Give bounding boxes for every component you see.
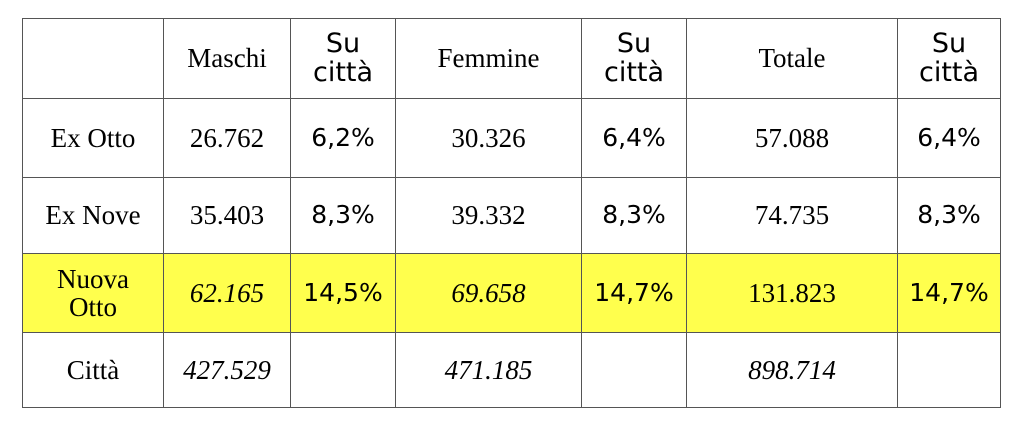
header-row: Maschi Su città Femmine Su città Totale Su ci… <box>22 18 1001 99</box>
data-cell: 6,4% <box>897 98 1001 178</box>
data-cell <box>897 332 1001 408</box>
data-row: Ex Nove 35.403 8,3% 39.332 8,3% 74.735 8,3% <box>22 177 1001 254</box>
data-cell-text: 39.332 <box>451 200 526 231</box>
data-cell: 898.714 <box>686 332 898 408</box>
data-cell-text: 30.326 <box>451 122 526 153</box>
data-cell: 14,7% <box>581 253 687 333</box>
header-cell-text: Su città <box>312 28 374 88</box>
data-row: Nuova Otto 62.165 14,5% 69.658 14,7% 131.823 1… <box>22 253 1001 333</box>
data-cell: 131.823 <box>686 253 898 333</box>
data-cell: 30.326 <box>395 98 582 178</box>
header-cell-text: Totale <box>758 43 826 74</box>
data-cell: 74.735 <box>686 177 898 254</box>
data-cell-text: 898.714 <box>748 354 836 385</box>
data-cell: 62.165 <box>163 253 291 333</box>
data-cell <box>581 332 687 408</box>
data-row: Città 427.529 471.185 898.714 <box>22 332 1001 408</box>
data-table: Maschi Su città Femmine Su città Totale Su ci… <box>22 18 1001 408</box>
data-cell: 39.332 <box>395 177 582 254</box>
header-cell-text: Su città <box>603 28 665 88</box>
data-cell: 8,3% <box>897 177 1001 254</box>
data-cell-text: 6,2% <box>311 122 375 152</box>
data-cell-text: 26.762 <box>189 122 265 153</box>
row-label-text: Nuova Otto <box>57 263 129 322</box>
header-cell-text: Maschi <box>187 43 267 74</box>
data-cell-text: 35.403 <box>189 200 265 231</box>
data-cell: 8,3% <box>290 177 396 254</box>
data-cell-text: 74.735 <box>754 200 830 231</box>
row-label-text: Città <box>66 354 120 385</box>
row-label: Nuova Otto <box>22 253 164 333</box>
row-label-text: Ex Nove <box>45 200 141 231</box>
row-label: Città <box>22 332 164 408</box>
data-cell: 26.762 <box>163 98 291 178</box>
data-cell-text: 57.088 <box>754 122 830 153</box>
data-cell-text: 62.165 <box>189 277 265 308</box>
data-cell: 35.403 <box>163 177 291 254</box>
data-cell: 14,5% <box>290 253 396 333</box>
header-cell: Su città <box>581 18 687 99</box>
row-label-text: Ex Otto <box>50 122 136 153</box>
data-cell: 14,7% <box>897 253 1001 333</box>
row-label: Ex Otto <box>22 98 164 178</box>
table-wrapper: Maschi Su città Femmine Su città Totale Su ci… <box>22 18 1001 408</box>
header-cell: Su città <box>290 18 396 99</box>
data-cell-text: 8,3% <box>602 200 666 230</box>
data-row: Ex Otto 26.762 6,2% 30.326 6,4% 57.088 6,4% <box>22 98 1001 178</box>
data-cell: 69.658 <box>395 253 582 333</box>
data-cell <box>290 332 396 408</box>
data-cell-text: 14,7% <box>594 277 674 307</box>
data-cell-text: 8,3% <box>311 200 375 230</box>
data-cell-text: 69.658 <box>451 277 526 308</box>
data-cell-text: 14,7% <box>909 277 989 307</box>
data-cell-text: 6,4% <box>917 122 981 152</box>
data-cell-text: 14,5% <box>303 277 383 307</box>
data-cell-text: 131.823 <box>748 277 836 308</box>
data-cell-text: 8,3% <box>917 200 981 230</box>
header-cell: Totale <box>686 18 898 99</box>
header-cell <box>22 18 164 99</box>
header-cell: Femmine <box>395 18 582 99</box>
header-cell-text: Femmine <box>437 43 540 74</box>
data-cell: 6,4% <box>581 98 687 178</box>
data-cell: 8,3% <box>581 177 687 254</box>
data-cell-text: 427.529 <box>183 354 271 385</box>
data-cell: 57.088 <box>686 98 898 178</box>
data-cell-text: 6,4% <box>602 122 666 152</box>
data-cell: 471.185 <box>395 332 582 408</box>
header-cell: Maschi <box>163 18 291 99</box>
data-cell-text: 471.185 <box>444 354 533 385</box>
row-label: Ex Nove <box>22 177 164 254</box>
header-cell: Su città <box>897 18 1001 99</box>
header-cell-text: Su città <box>918 28 980 88</box>
data-cell: 6,2% <box>290 98 396 178</box>
data-cell: 427.529 <box>163 332 291 408</box>
